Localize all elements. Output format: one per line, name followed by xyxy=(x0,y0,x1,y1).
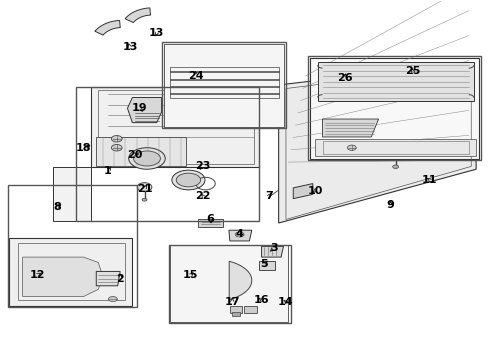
Text: 24: 24 xyxy=(187,71,203,81)
Polygon shape xyxy=(259,261,274,270)
Bar xyxy=(322,140,468,154)
Text: 13: 13 xyxy=(149,28,164,38)
Text: 12: 12 xyxy=(29,270,45,280)
Text: 5: 5 xyxy=(260,259,267,269)
Text: 20: 20 xyxy=(127,150,142,160)
Polygon shape xyxy=(322,119,378,137)
Ellipse shape xyxy=(142,198,147,201)
Polygon shape xyxy=(317,62,473,101)
Polygon shape xyxy=(163,44,283,127)
Ellipse shape xyxy=(346,145,355,150)
Text: 8: 8 xyxy=(53,202,61,212)
Bar xyxy=(307,56,480,160)
Ellipse shape xyxy=(111,135,122,142)
Polygon shape xyxy=(9,238,132,306)
Text: 16: 16 xyxy=(253,295,269,305)
Text: 17: 17 xyxy=(224,297,240,307)
Bar xyxy=(76,87,259,221)
Text: 3: 3 xyxy=(269,243,277,253)
Ellipse shape xyxy=(176,173,200,187)
Bar xyxy=(8,185,137,307)
Ellipse shape xyxy=(137,183,152,192)
Polygon shape xyxy=(315,139,475,156)
Text: 4: 4 xyxy=(235,229,243,239)
Text: 18: 18 xyxy=(76,143,91,153)
Text: 2: 2 xyxy=(116,274,124,284)
Polygon shape xyxy=(125,8,150,23)
Polygon shape xyxy=(127,98,161,123)
Text: 21: 21 xyxy=(137,184,152,194)
Ellipse shape xyxy=(111,144,122,151)
Polygon shape xyxy=(96,137,185,166)
Polygon shape xyxy=(22,257,103,297)
Text: 14: 14 xyxy=(278,297,293,307)
Polygon shape xyxy=(310,58,478,159)
Text: 6: 6 xyxy=(206,215,214,224)
Ellipse shape xyxy=(171,170,204,190)
Polygon shape xyxy=(53,167,91,221)
Bar xyxy=(231,312,239,316)
Bar xyxy=(168,244,290,323)
Bar xyxy=(161,42,285,128)
Bar xyxy=(244,306,256,314)
Text: 22: 22 xyxy=(195,191,210,201)
Ellipse shape xyxy=(108,297,117,302)
Ellipse shape xyxy=(235,232,244,237)
Bar xyxy=(170,67,278,98)
Text: 1: 1 xyxy=(104,166,112,176)
Polygon shape xyxy=(278,62,475,223)
Text: 10: 10 xyxy=(307,186,322,196)
Polygon shape xyxy=(261,246,283,257)
Polygon shape xyxy=(228,230,251,241)
Text: 11: 11 xyxy=(421,175,437,185)
Ellipse shape xyxy=(128,148,165,169)
Polygon shape xyxy=(293,184,312,199)
Text: 23: 23 xyxy=(195,161,210,171)
Polygon shape xyxy=(229,261,251,300)
Bar xyxy=(229,306,242,314)
Text: 13: 13 xyxy=(122,42,137,52)
Text: 15: 15 xyxy=(183,270,198,280)
Ellipse shape xyxy=(392,165,398,168)
Text: 9: 9 xyxy=(386,200,394,210)
Text: 19: 19 xyxy=(132,103,147,113)
Polygon shape xyxy=(198,220,222,226)
Text: 25: 25 xyxy=(404,66,420,76)
Polygon shape xyxy=(91,87,259,167)
Polygon shape xyxy=(96,271,120,286)
Text: 7: 7 xyxy=(264,191,272,201)
Polygon shape xyxy=(95,21,120,35)
Text: 26: 26 xyxy=(336,73,351,83)
Polygon shape xyxy=(170,245,288,322)
Ellipse shape xyxy=(133,151,160,166)
